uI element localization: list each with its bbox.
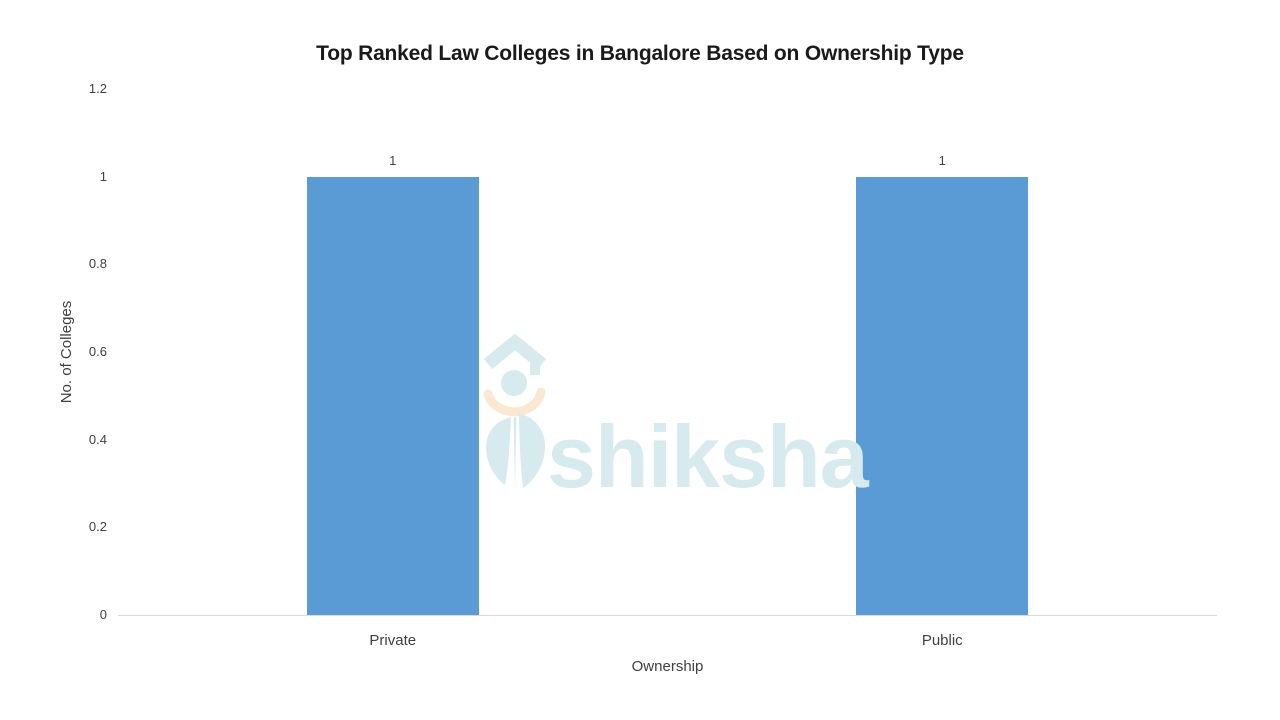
chart-title: Top Ranked Law Colleges in Bangalore Bas… xyxy=(316,42,964,65)
y-tick-label: 0.6 xyxy=(88,344,107,359)
y-tick-label: 0 xyxy=(99,607,107,622)
watermark: shiksha xyxy=(483,333,903,503)
bar-private xyxy=(306,176,479,615)
y-tick-label: 0.2 xyxy=(88,519,107,535)
x-tick-label: Private xyxy=(369,632,417,649)
watermark-brand-text: shiksha xyxy=(547,407,869,506)
x-axis-title: Ownership xyxy=(631,658,704,675)
y-tick-label: 1 xyxy=(99,168,107,184)
x-axis-line xyxy=(118,615,1217,616)
y-tick-label: 1.2 xyxy=(88,81,107,96)
bar-value-label: 1 xyxy=(389,152,397,168)
bar-public xyxy=(856,176,1029,615)
y-tick-label: 0.4 xyxy=(88,431,107,447)
x-tick-label: Public xyxy=(921,632,963,649)
bar-value-label: 1 xyxy=(938,152,946,168)
y-tick-label: 0.8 xyxy=(88,256,107,272)
shiksha-graduation-cap-icon xyxy=(483,333,547,491)
